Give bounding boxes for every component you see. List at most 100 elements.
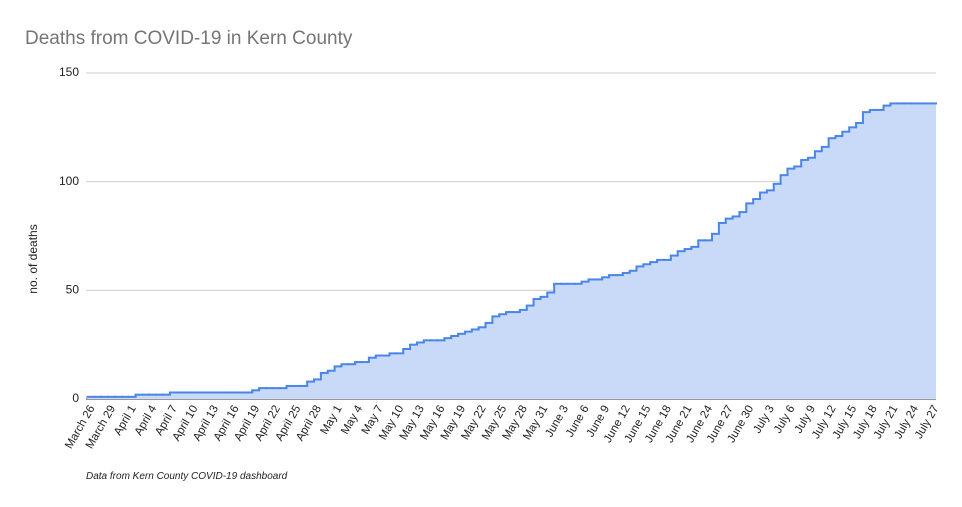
area-segment [362, 362, 369, 399]
area-segment [499, 314, 507, 399]
area-segment [444, 338, 452, 399]
area-segment [636, 266, 644, 399]
area-segment [705, 240, 712, 399]
area-segment [663, 259, 671, 399]
area-segment [917, 103, 925, 399]
area-segment [711, 233, 719, 399]
area-segment [567, 283, 575, 399]
area-segment [403, 349, 411, 399]
area-segment [485, 322, 493, 399]
area-segment [382, 355, 390, 399]
area-segment [801, 159, 809, 399]
area-segment [368, 357, 376, 399]
area-segment [602, 277, 610, 399]
area-segment [883, 105, 891, 399]
area-segment [828, 138, 836, 399]
area-segment [115, 396, 122, 399]
area-segment [595, 279, 603, 399]
area-segment [341, 364, 349, 399]
area-segment [835, 136, 843, 399]
area-segment [217, 392, 225, 399]
area-segment [684, 249, 692, 399]
area-segment [272, 388, 280, 399]
area-segment [622, 272, 630, 399]
area-segment [931, 103, 936, 399]
area-segment [327, 370, 335, 399]
area-segment [739, 212, 747, 399]
area-segment [746, 203, 754, 399]
area-segment [416, 342, 424, 399]
area-segment [108, 396, 116, 399]
area-segment [787, 168, 795, 399]
area-segment [794, 166, 802, 399]
area-segment [437, 340, 445, 399]
area-segment [183, 392, 191, 399]
area-segment [478, 327, 486, 399]
area-segment [910, 103, 918, 399]
area-segment [506, 312, 513, 399]
area-segment [279, 388, 287, 399]
area-segment [265, 388, 273, 399]
area-segment [252, 390, 260, 399]
area-segment [766, 190, 774, 399]
area-segment [732, 216, 740, 399]
area-segment [588, 279, 596, 399]
area-segment [808, 157, 815, 399]
area-segment [464, 331, 472, 399]
area-segment [924, 103, 932, 399]
area-segment [492, 316, 500, 399]
area-segment [286, 385, 294, 399]
area-segment [197, 392, 205, 399]
area-segment [300, 385, 308, 399]
area-segment [643, 264, 651, 399]
area-segment [121, 396, 129, 399]
area-segment [691, 246, 699, 399]
area-segment [101, 396, 109, 399]
area-segment [238, 392, 246, 399]
area-segment [547, 292, 555, 399]
area-segment [574, 283, 582, 399]
area-segment [190, 392, 198, 399]
area-segment [890, 103, 898, 399]
area-segment [389, 353, 397, 399]
chart-title: Deaths from COVID-19 in Kern County [25, 28, 353, 49]
area-segment [458, 333, 465, 399]
area-segment [897, 103, 905, 399]
area-segment [540, 296, 548, 399]
area-segment [526, 305, 534, 399]
area-segment [615, 275, 623, 399]
area-segment [94, 396, 102, 399]
y-axis-title: no. of deaths [26, 224, 40, 293]
y-tick-label: 150 [59, 65, 79, 79]
area-segment [334, 366, 342, 399]
area-segment [581, 281, 589, 399]
area-segment [87, 396, 95, 399]
area-segment [869, 109, 877, 400]
area-segment [533, 299, 541, 399]
area-segment [670, 255, 678, 399]
area-segment [698, 240, 706, 399]
area-segment [396, 353, 404, 399]
area-segment [149, 394, 157, 399]
area-segment [657, 259, 664, 399]
area-segment [430, 340, 438, 399]
area-segment [245, 392, 253, 399]
area-segment [753, 199, 761, 399]
area-segment [423, 340, 431, 399]
area-segment [128, 396, 136, 399]
area-segment [561, 283, 568, 399]
area-segment [519, 309, 527, 399]
area-segment [718, 222, 726, 399]
area-segment [780, 175, 788, 399]
area-segment [862, 112, 870, 400]
area-segment [410, 344, 417, 399]
area-segment [224, 392, 232, 399]
area-segment [204, 392, 212, 399]
area-segment [135, 394, 143, 399]
area-segment [609, 275, 616, 399]
area-segment [773, 183, 781, 399]
area-segment [231, 392, 239, 399]
area-segment [842, 131, 850, 399]
